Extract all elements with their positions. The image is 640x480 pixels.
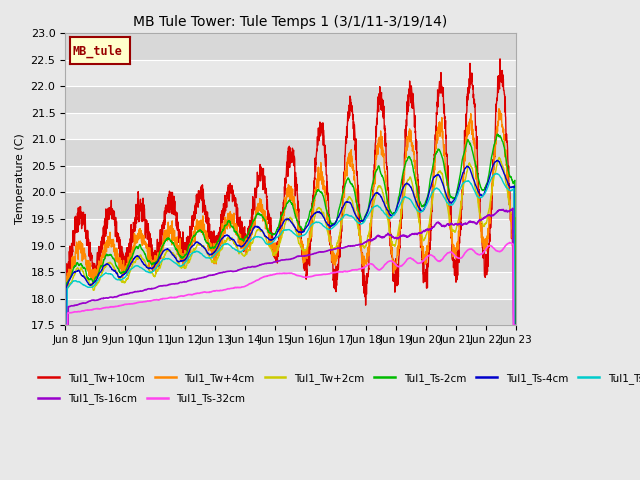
Tul1_Ts-4cm — [484, 179, 492, 184]
Bar — [65, 33, 516, 60]
Tul1_Tw+10cm — [303, 273, 310, 278]
Tul1_Ts-32cm — [512, 323, 520, 328]
Tul1_Tw+10cm — [421, 276, 429, 282]
Tul1_Tw+10cm — [512, 266, 520, 272]
Bar — [65, 299, 516, 325]
Title: MB Tule Tower: Tule Temps 1 (3/1/11-3/19/14): MB Tule Tower: Tule Temps 1 (3/1/11-3/19… — [133, 15, 447, 29]
Tul1_Tw+4cm — [313, 178, 321, 183]
Tul1_Ts-2cm — [61, 323, 69, 328]
Tul1_Ts-16cm — [61, 323, 69, 328]
Tul1_Tw+2cm — [61, 323, 69, 328]
Tul1_Ts-32cm — [61, 323, 69, 328]
Tul1_Ts-4cm — [312, 210, 320, 216]
Line: Tul1_Ts-32cm: Tul1_Ts-32cm — [65, 242, 516, 325]
Tul1_Ts-32cm — [303, 274, 310, 280]
Tul1_Ts-2cm — [420, 203, 428, 208]
Line: Tul1_Tw+2cm: Tul1_Tw+2cm — [65, 157, 516, 325]
Tul1_Ts-32cm — [420, 257, 428, 263]
Tul1_Tw+4cm — [421, 255, 429, 261]
Tul1_Tw+10cm — [472, 124, 480, 130]
Tul1_Tw+2cm — [484, 210, 492, 216]
Tul1_Ts-16cm — [509, 205, 516, 211]
Tul1_Ts-4cm — [420, 205, 428, 211]
Tul1_Ts-16cm — [312, 250, 320, 256]
Line: Tul1_Ts-16cm: Tul1_Ts-16cm — [65, 208, 516, 325]
Tul1_Ts-4cm — [303, 224, 310, 230]
Y-axis label: Temperature (C): Temperature (C) — [15, 134, 25, 225]
Bar — [65, 246, 516, 272]
Tul1_Ts-16cm — [420, 228, 428, 234]
Tul1_Ts-8cm — [493, 170, 500, 176]
Tul1_Tw+10cm — [362, 302, 369, 308]
Tul1_Tw+4cm — [61, 276, 69, 281]
Tul1_Tw+2cm — [420, 237, 428, 242]
Tul1_Ts-8cm — [187, 252, 195, 257]
Bar — [65, 113, 516, 139]
Tul1_Tw+4cm — [303, 248, 310, 253]
Tul1_Ts-2cm — [484, 174, 492, 180]
Tul1_Tw+10cm — [61, 259, 69, 264]
Tul1_Ts-8cm — [512, 323, 520, 328]
Tul1_Ts-8cm — [312, 219, 320, 225]
Bar — [65, 60, 516, 86]
Tul1_Ts-16cm — [472, 220, 479, 226]
Tul1_Ts-16cm — [512, 323, 520, 328]
Tul1_Ts-4cm — [61, 323, 69, 328]
Line: Tul1_Tw+10cm: Tul1_Tw+10cm — [65, 59, 516, 305]
Line: Tul1_Ts-2cm: Tul1_Ts-2cm — [65, 134, 516, 325]
Tul1_Ts-16cm — [187, 277, 195, 283]
Tul1_Ts-32cm — [506, 240, 513, 245]
Tul1_Tw+4cm — [484, 226, 492, 232]
Tul1_Tw+2cm — [312, 208, 320, 214]
Tul1_Tw+4cm — [63, 287, 70, 293]
Bar — [65, 86, 516, 113]
Tul1_Ts-4cm — [512, 323, 520, 328]
Tul1_Ts-2cm — [312, 190, 320, 195]
Tul1_Tw+4cm — [512, 232, 520, 238]
Tul1_Ts-2cm — [187, 240, 195, 246]
Tul1_Ts-32cm — [484, 243, 492, 249]
Tul1_Tw+2cm — [495, 155, 503, 160]
Tul1_Ts-2cm — [472, 162, 479, 168]
Line: Tul1_Ts-4cm: Tul1_Ts-4cm — [65, 160, 516, 325]
Tul1_Tw+4cm — [472, 167, 480, 173]
Tul1_Ts-8cm — [472, 191, 479, 197]
Tul1_Ts-8cm — [61, 323, 69, 328]
Tul1_Ts-4cm — [493, 157, 501, 163]
Bar — [65, 166, 516, 192]
Tul1_Tw+10cm — [312, 151, 320, 156]
Tul1_Ts-32cm — [472, 250, 479, 256]
Tul1_Tw+2cm — [512, 323, 520, 328]
Tul1_Tw+4cm — [495, 106, 503, 111]
Tul1_Ts-2cm — [303, 219, 310, 225]
Tul1_Tw+10cm — [484, 245, 492, 251]
Tul1_Ts-4cm — [472, 183, 479, 189]
Tul1_Tw+4cm — [187, 242, 195, 248]
Tul1_Ts-32cm — [312, 272, 320, 278]
Bar — [65, 192, 516, 219]
Tul1_Ts-8cm — [420, 205, 428, 211]
Legend: Tul1_Tw+10cm, Tul1_Tw+4cm, Tul1_Tw+2cm, Tul1_Ts-2cm, Tul1_Ts-4cm, Tul1_Ts-8cm: Tul1_Tw+10cm, Tul1_Tw+4cm, Tul1_Tw+2cm, … — [35, 369, 640, 388]
Tul1_Ts-8cm — [484, 183, 492, 189]
Tul1_Tw+10cm — [187, 243, 195, 249]
Line: Tul1_Ts-8cm: Tul1_Ts-8cm — [65, 173, 516, 325]
Tul1_Ts-8cm — [303, 229, 310, 235]
Tul1_Ts-2cm — [512, 323, 520, 328]
Tul1_Ts-2cm — [493, 131, 501, 137]
Bar — [65, 219, 516, 246]
Tul1_Tw+2cm — [472, 189, 479, 194]
Bar — [65, 272, 516, 299]
Bar — [65, 139, 516, 166]
Tul1_Tw+10cm — [496, 56, 504, 62]
Tul1_Ts-16cm — [484, 213, 492, 218]
Tul1_Ts-16cm — [303, 253, 310, 259]
Tul1_Ts-4cm — [187, 245, 195, 251]
Line: Tul1_Tw+4cm: Tul1_Tw+4cm — [65, 108, 516, 290]
Tul1_Tw+2cm — [187, 255, 195, 261]
Tul1_Tw+2cm — [303, 246, 310, 252]
Tul1_Ts-32cm — [187, 292, 195, 298]
